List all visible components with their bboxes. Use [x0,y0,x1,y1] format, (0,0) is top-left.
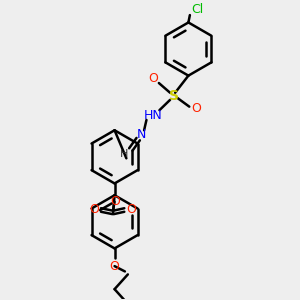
Text: O: O [110,260,119,273]
Text: N: N [136,128,146,141]
Text: O: O [127,203,136,216]
Text: Cl: Cl [191,3,204,16]
Text: H: H [120,149,128,159]
Text: O: O [148,72,158,85]
Text: HN: HN [144,109,162,122]
Text: O: O [110,195,120,208]
Text: O: O [191,102,201,115]
Text: O: O [89,203,99,216]
Text: S: S [169,89,178,103]
